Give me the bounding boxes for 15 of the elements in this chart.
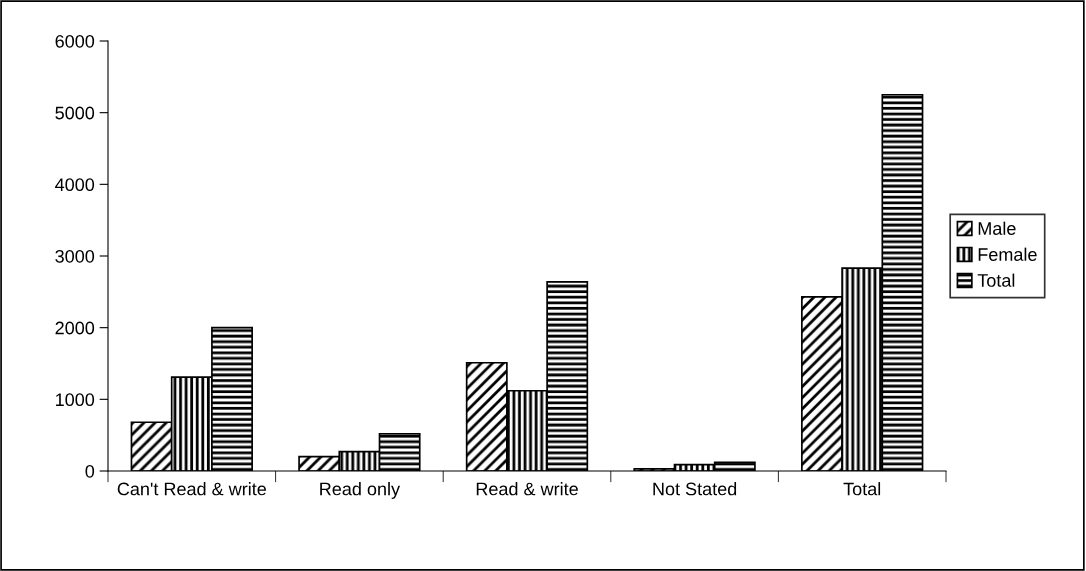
y-tick-label: 6000	[55, 34, 95, 48]
y-tick-label: 4000	[55, 178, 95, 192]
y-tick-label: 3000	[55, 249, 95, 263]
y-tick-label: 0	[85, 464, 95, 478]
x-tick-label: Read only	[320, 482, 401, 499]
x-tick-label: Total	[843, 482, 881, 496]
legend-label: Female	[978, 247, 1037, 261]
x-tick-label: Can't Read & write	[117, 482, 266, 496]
x-tick-label: Read & write	[476, 482, 578, 496]
y-tick-label: 1000	[56, 393, 95, 407]
y-tick-label: 2000	[55, 321, 95, 335]
y-tick-label: 5000	[55, 106, 95, 120]
legend-label: Male	[978, 221, 1016, 235]
legend-label: Total	[977, 273, 1015, 287]
x-tick-label: Not Stated	[653, 482, 737, 496]
